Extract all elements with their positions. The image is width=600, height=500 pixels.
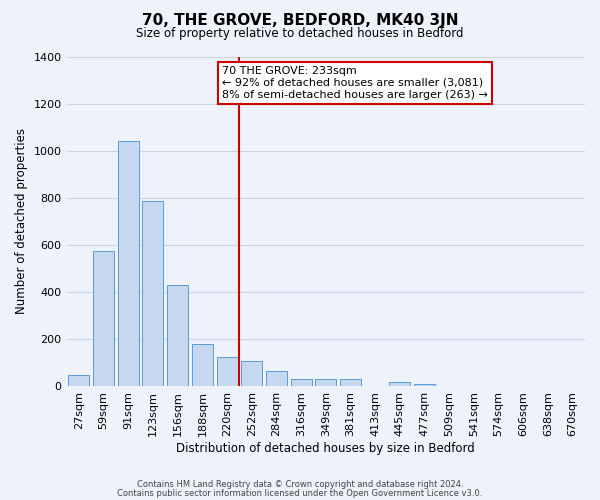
Bar — [315, 380, 336, 386]
Bar — [217, 357, 238, 386]
Bar — [241, 360, 262, 386]
Text: 70 THE GROVE: 233sqm
← 92% of detached houses are smaller (3,081)
8% of semi-det: 70 THE GROVE: 233sqm ← 92% of detached h… — [222, 66, 488, 100]
Bar — [68, 374, 89, 386]
Bar — [167, 285, 188, 386]
Text: Contains public sector information licensed under the Open Government Licence v3: Contains public sector information licen… — [118, 488, 482, 498]
Bar — [266, 371, 287, 386]
Bar — [340, 380, 361, 386]
Bar — [192, 344, 213, 387]
Bar — [414, 384, 435, 386]
Bar — [142, 202, 163, 386]
X-axis label: Distribution of detached houses by size in Bedford: Distribution of detached houses by size … — [176, 442, 475, 455]
Text: Size of property relative to detached houses in Bedford: Size of property relative to detached ho… — [136, 28, 464, 40]
Text: Contains HM Land Registry data © Crown copyright and database right 2024.: Contains HM Land Registry data © Crown c… — [137, 480, 463, 489]
Y-axis label: Number of detached properties: Number of detached properties — [15, 128, 28, 314]
Bar — [389, 382, 410, 386]
Bar — [93, 251, 114, 386]
Bar — [290, 380, 311, 386]
Bar — [118, 142, 139, 386]
Text: 70, THE GROVE, BEDFORD, MK40 3JN: 70, THE GROVE, BEDFORD, MK40 3JN — [142, 12, 458, 28]
